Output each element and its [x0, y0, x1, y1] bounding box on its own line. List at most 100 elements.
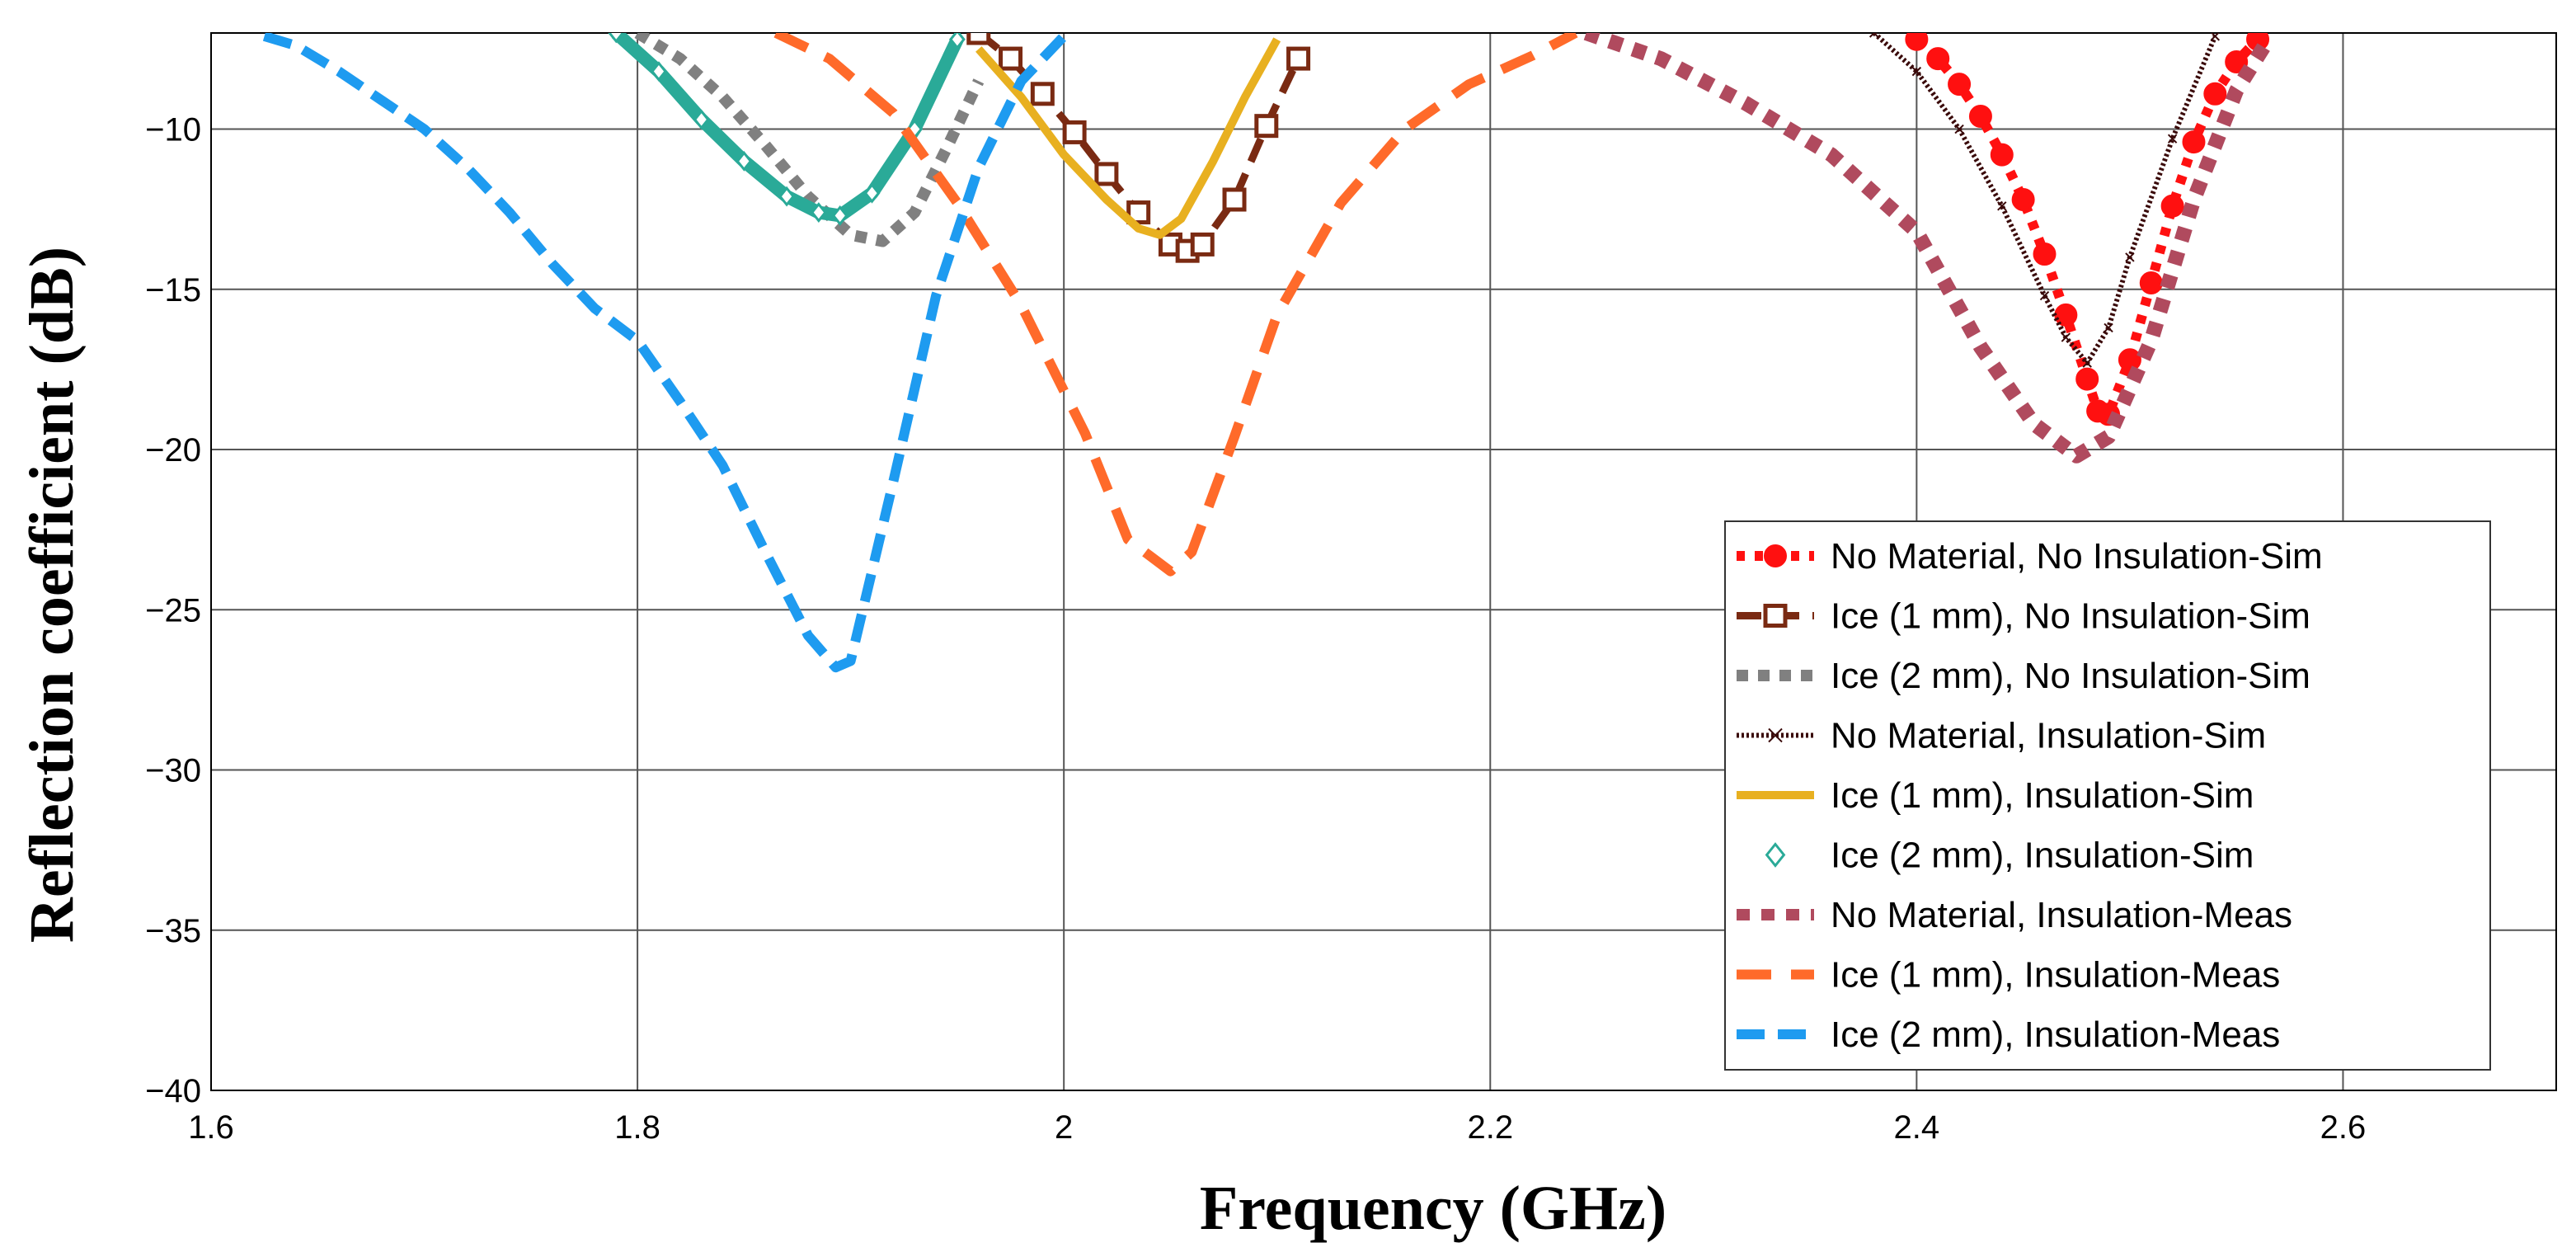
- data-point: [2139, 271, 2163, 295]
- series-line: [975, 37, 1281, 239]
- series-line: [1583, 33, 2275, 464]
- data-point: [736, 150, 753, 172]
- data-point: [863, 182, 881, 204]
- data-point: [2225, 49, 2249, 73]
- data-point: [1030, 82, 1055, 106]
- legend-label: No Material, Insulation-Sim: [1831, 716, 2266, 756]
- data-point: [2118, 348, 2141, 372]
- y-tick-label: −10: [145, 112, 201, 148]
- legend-item: No Material, No Insulation-Sim: [1737, 536, 2323, 577]
- data-point: [1062, 120, 1087, 144]
- data-point: [2125, 252, 2135, 262]
- data-point: [966, 33, 991, 45]
- legend-label: No Material, No Insulation-Sim: [1831, 536, 2323, 577]
- data-point: [1905, 33, 1929, 51]
- data-point: [2182, 130, 2206, 154]
- legend-item: Ice (1 mm), Insulation-Sim: [1737, 775, 2254, 816]
- legend-item: No Material, Insulation-Meas: [1737, 895, 2292, 935]
- data-point: [1190, 232, 1215, 257]
- data-point: [2082, 358, 2092, 368]
- data-point: [2075, 367, 2099, 391]
- legend-item: Ice (2 mm), No Insulation-Sim: [1737, 656, 2310, 696]
- data-point: [1948, 73, 1972, 97]
- legend: No Material, No Insulation-Sim Ice (1 mm)…: [1724, 520, 2491, 1071]
- series-9: [262, 33, 1068, 673]
- data-point: [831, 205, 848, 226]
- legend-item: No Material, Insulation-Sim: [1737, 716, 2266, 756]
- legend-label: No Material, Insulation-Meas: [1831, 895, 2292, 935]
- data-point: [1286, 46, 1311, 71]
- legend-marker: [1768, 727, 1783, 743]
- data-point: [651, 61, 667, 82]
- data-point: [999, 46, 1023, 71]
- y-tick-label: −20: [145, 432, 201, 468]
- data-point: [1926, 47, 1950, 71]
- legend-item: Ice (2 mm), Insulation-Sim: [1765, 836, 2254, 876]
- legend-label: Ice (2 mm), Insulation-Meas: [1831, 1015, 2280, 1055]
- legend-label: Ice (2 mm), Insulation-Sim: [1831, 836, 2254, 876]
- data-point: [693, 109, 710, 130]
- series-line: [773, 33, 1578, 577]
- legend-marker: [1765, 842, 1786, 868]
- y-tick-label: −35: [145, 913, 201, 949]
- data-point: [778, 186, 795, 207]
- data-point: [2167, 134, 2178, 144]
- data-point: [1997, 201, 2007, 211]
- data-point: [1911, 66, 1922, 77]
- series-line: [611, 33, 964, 223]
- data-point: [2160, 194, 2184, 218]
- y-tick-label: −30: [145, 753, 201, 789]
- y-axis-label: Reflection coefficient (dB): [17, 247, 87, 943]
- data-point: [2033, 242, 2057, 266]
- series-8: [773, 33, 1578, 577]
- x-axis-label: Frequency (GHz): [1200, 1174, 1666, 1243]
- series-4: [1869, 33, 2221, 368]
- data-point: [2203, 82, 2227, 106]
- series-2: [966, 33, 1311, 263]
- legend-label: Ice (1 mm), Insulation-Meas: [1831, 955, 2280, 996]
- data-point: [2061, 332, 2071, 342]
- x-tick-label: 1.8: [614, 1109, 660, 1146]
- legend-label: Ice (1 mm), No Insulation-Sim: [1831, 596, 2310, 637]
- data-point: [948, 33, 966, 50]
- x-tick-labels: 1.6 1.8 2 2.2 2.4 2.6: [188, 1109, 2366, 1146]
- series-layer: [262, 33, 2275, 673]
- series-line: [262, 33, 1068, 673]
- legend-label: Ice (1 mm), Insulation-Sim: [1831, 775, 2254, 816]
- legend-marker: [1763, 604, 1788, 628]
- legend-item: Ice (1 mm), No Insulation-Sim: [1737, 596, 2310, 637]
- series-5: [975, 37, 1281, 239]
- data-point: [1222, 187, 1247, 212]
- series-6: [608, 33, 966, 226]
- x-tick-label: 2.4: [1894, 1109, 1940, 1146]
- data-point: [1954, 124, 1964, 134]
- series-1: [1905, 33, 2270, 426]
- y-tick-label: −40: [145, 1073, 201, 1109]
- legend-item: Ice (1 mm), Insulation-Meas: [1737, 955, 2280, 996]
- x-tick-label: 2: [1055, 1109, 1073, 1146]
- data-point: [2210, 33, 2221, 41]
- data-point: [1968, 105, 1992, 129]
- x-tick-label: 1.6: [188, 1109, 234, 1146]
- legend-box: [1724, 520, 2491, 1071]
- x-tick-label: 2.6: [2320, 1109, 2367, 1146]
- legend-label: Ice (2 mm), No Insulation-Sim: [1831, 656, 2310, 696]
- x-tick-label: 2.2: [1467, 1109, 1513, 1146]
- y-tick-labels: −40 −35 −30 −25 −20 −15 −10: [145, 112, 201, 1109]
- legend-item: Ice (2 mm), Insulation-Meas: [1737, 1015, 2280, 1055]
- data-point: [608, 33, 625, 44]
- y-tick-label: −15: [145, 272, 201, 308]
- data-point: [2011, 188, 2035, 212]
- data-point: [1254, 114, 1279, 139]
- data-point: [2104, 322, 2113, 333]
- series-7: [1583, 33, 2275, 464]
- data-point: [810, 202, 827, 223]
- legend-marker: [1764, 544, 1787, 567]
- plot-frame: [210, 32, 2557, 1091]
- data-point: [1094, 162, 1119, 186]
- data-point: [1869, 33, 1879, 38]
- y-tick-label: −25: [145, 592, 201, 628]
- data-point: [2039, 290, 2050, 301]
- data-point: [1990, 143, 2014, 167]
